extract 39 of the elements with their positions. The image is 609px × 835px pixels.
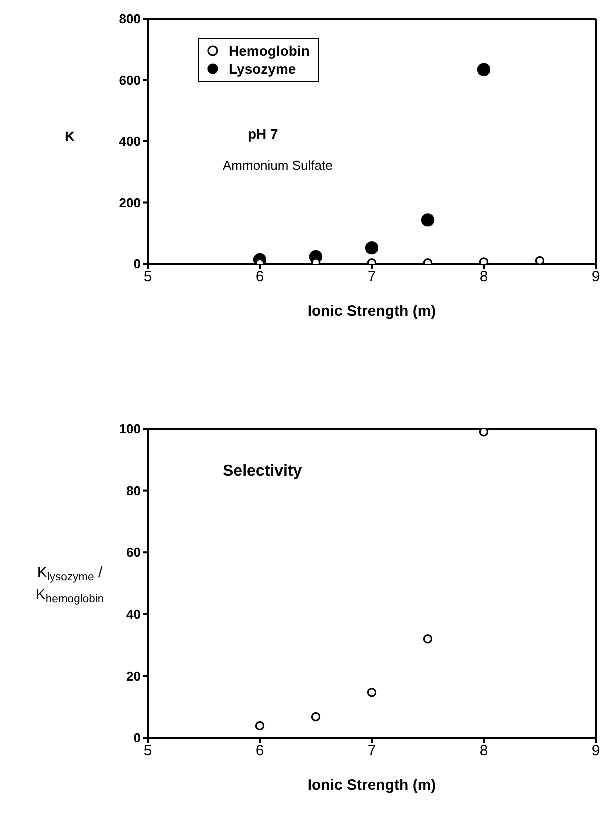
y-tick-label: 60: [126, 545, 141, 560]
y-tick-label: 600: [119, 72, 141, 88]
y-tick-label: 80: [126, 483, 141, 498]
point: [535, 256, 545, 264]
x-tick-label: 9: [592, 268, 600, 286]
point: [311, 712, 321, 722]
y-tick-label: 40: [126, 607, 141, 622]
y-tick-label: 0: [134, 256, 141, 272]
x-tick-label: 9: [592, 742, 600, 760]
x-tick-label: 6: [256, 268, 264, 286]
x-tick-label: 5: [144, 742, 152, 760]
annotation: Ammonium Sulfate: [223, 158, 333, 173]
point: [255, 721, 265, 731]
y-tick-label: 0: [134, 730, 141, 746]
point: [367, 688, 377, 698]
x-tick-label: 8: [480, 268, 488, 286]
x-axis-title: Ionic Strength (m): [308, 777, 436, 794]
x-tick-label: 5: [144, 268, 152, 286]
y-tick-label: 100: [119, 422, 141, 437]
y-tick-label: 800: [119, 12, 141, 27]
x-tick-label: 8: [480, 742, 488, 760]
y-axis-title: K: [64, 128, 76, 144]
point: [477, 63, 491, 76]
y-tick-label: 20: [126, 668, 141, 684]
text: K$_{lysozyme}$ / K$_{hemoglobin}$: [36, 564, 104, 606]
point: [479, 429, 489, 437]
x-tick-label: 7: [368, 268, 376, 286]
point: [421, 214, 435, 227]
point: [423, 634, 433, 644]
point: [365, 241, 379, 255]
legend-label: Lysozyme: [229, 60, 296, 78]
x-tick-label: 7: [368, 742, 376, 760]
x-axis-title: Ionic Strength (m): [308, 303, 436, 320]
y-tick-label: 200: [119, 195, 141, 210]
x-tick-label: 6: [256, 742, 264, 760]
y-tick-label: 400: [119, 134, 141, 150]
annotation: Selectivity: [223, 463, 302, 481]
annotation: pH 7: [248, 126, 278, 142]
legend-label: Hemoglobin: [229, 42, 310, 60]
